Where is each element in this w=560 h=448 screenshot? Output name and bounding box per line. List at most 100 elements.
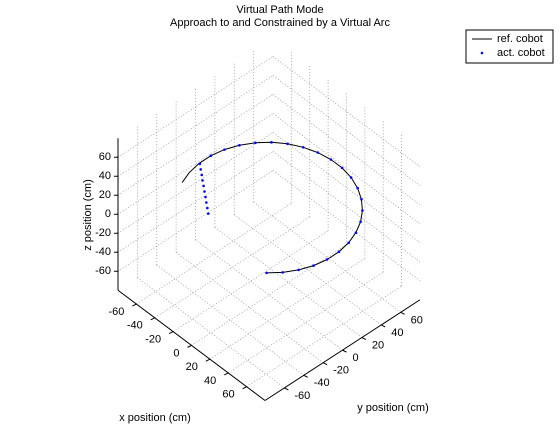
z-tick-label: 60 — [99, 151, 111, 163]
grid-line — [272, 151, 421, 263]
data-point — [265, 271, 268, 275]
grid-line — [154, 216, 310, 319]
data-point — [329, 158, 333, 161]
z-tick-label: 0 — [105, 208, 111, 220]
data-point — [253, 141, 257, 145]
y-tick-label: 0 — [353, 352, 359, 364]
z-tick-label: -60 — [95, 265, 111, 277]
data-point — [201, 179, 204, 182]
y-tick — [361, 337, 367, 340]
data-point — [199, 168, 203, 171]
grid-line — [272, 75, 421, 187]
data-point — [349, 176, 353, 179]
x-tick-label: 20 — [186, 361, 198, 373]
data-point — [347, 241, 350, 245]
x-tick — [205, 358, 211, 362]
data-point — [205, 201, 208, 204]
data-point — [202, 184, 205, 188]
grid-line — [209, 258, 366, 360]
x-tick — [150, 317, 155, 321]
z-tick-label: 20 — [99, 189, 111, 201]
data-point — [312, 264, 315, 267]
x-tick — [187, 344, 192, 348]
grid-line — [117, 170, 274, 272]
ref-line — [181, 141, 363, 274]
x-axis-title: x position (cm) — [119, 412, 191, 424]
y-tick-label: -60 — [294, 390, 310, 402]
data-point — [281, 271, 285, 274]
y-tick — [284, 387, 289, 391]
data-point — [204, 195, 207, 199]
grid-line — [117, 151, 274, 253]
y-tick-label: 40 — [391, 327, 403, 339]
grid-line — [272, 94, 421, 206]
grid-line — [272, 113, 421, 225]
grid-line — [172, 230, 329, 332]
data-point — [207, 212, 210, 215]
data-point — [223, 148, 226, 151]
grid-line — [272, 56, 421, 168]
x-tick-label: -20 — [145, 334, 161, 346]
grid-line — [246, 285, 402, 388]
grid-line — [117, 75, 274, 177]
x-tick-label: 40 — [204, 375, 216, 387]
data-point — [198, 162, 202, 166]
grid-line — [175, 252, 324, 364]
x-tick — [132, 303, 137, 307]
grid-line — [214, 226, 363, 338]
y-tick-label: 20 — [372, 339, 384, 351]
data-point — [356, 186, 359, 190]
x-tick-label: -40 — [127, 320, 143, 332]
data-point — [238, 143, 241, 147]
y-axis-title: y position (cm) — [357, 402, 429, 414]
grid-line — [156, 264, 304, 376]
legend-label: ref. cobot — [497, 33, 543, 45]
x-tick — [168, 331, 174, 335]
data-point — [361, 209, 364, 212]
grid-line — [117, 132, 274, 234]
grid-line — [272, 132, 421, 244]
z-tick-label: -40 — [95, 246, 111, 258]
grid-line — [191, 244, 347, 346]
data-point — [359, 220, 362, 224]
z-tick-label: 40 — [99, 170, 111, 182]
y-tick — [303, 374, 308, 378]
data-point — [270, 141, 273, 144]
x-tick-label: 0 — [173, 347, 179, 359]
z-tick-label: -20 — [95, 227, 111, 239]
grid-line — [228, 271, 384, 374]
grid-line — [195, 239, 343, 351]
y-tick — [381, 324, 386, 328]
legend-swatch — [480, 51, 484, 55]
grid-line — [272, 170, 421, 282]
data-point — [286, 142, 289, 146]
data-point — [203, 190, 206, 193]
grid-line — [253, 201, 401, 313]
data-point — [316, 151, 320, 154]
data-point — [337, 250, 341, 254]
grid-line — [234, 214, 382, 326]
y-tick-label: 60 — [411, 314, 423, 326]
z-axis-title: z position (cm) — [82, 179, 94, 251]
grid-line — [117, 94, 274, 196]
chart-subtitle: Approach to and Constrained by a Virtual… — [170, 17, 390, 29]
y-tick — [342, 349, 347, 353]
y-tick-label: -20 — [333, 365, 349, 377]
y-tick — [400, 311, 405, 315]
y-tick-label: -40 — [314, 377, 330, 389]
grid-line — [117, 113, 274, 215]
grid-line — [136, 202, 292, 305]
legend-label: act. cobot — [497, 47, 545, 59]
x-tick-label: 60 — [222, 389, 234, 401]
data-point — [209, 154, 213, 158]
data-point — [206, 206, 209, 210]
x-tick — [242, 386, 247, 390]
data-point — [340, 166, 344, 170]
y-tick — [322, 362, 328, 366]
data-point — [360, 197, 363, 201]
data-point — [301, 145, 305, 149]
chart-title: Virtual Path Mode — [236, 4, 323, 16]
legend: ref. cobot act. cobot — [465, 29, 554, 64]
data-point — [325, 258, 329, 261]
grid-line — [117, 56, 274, 158]
